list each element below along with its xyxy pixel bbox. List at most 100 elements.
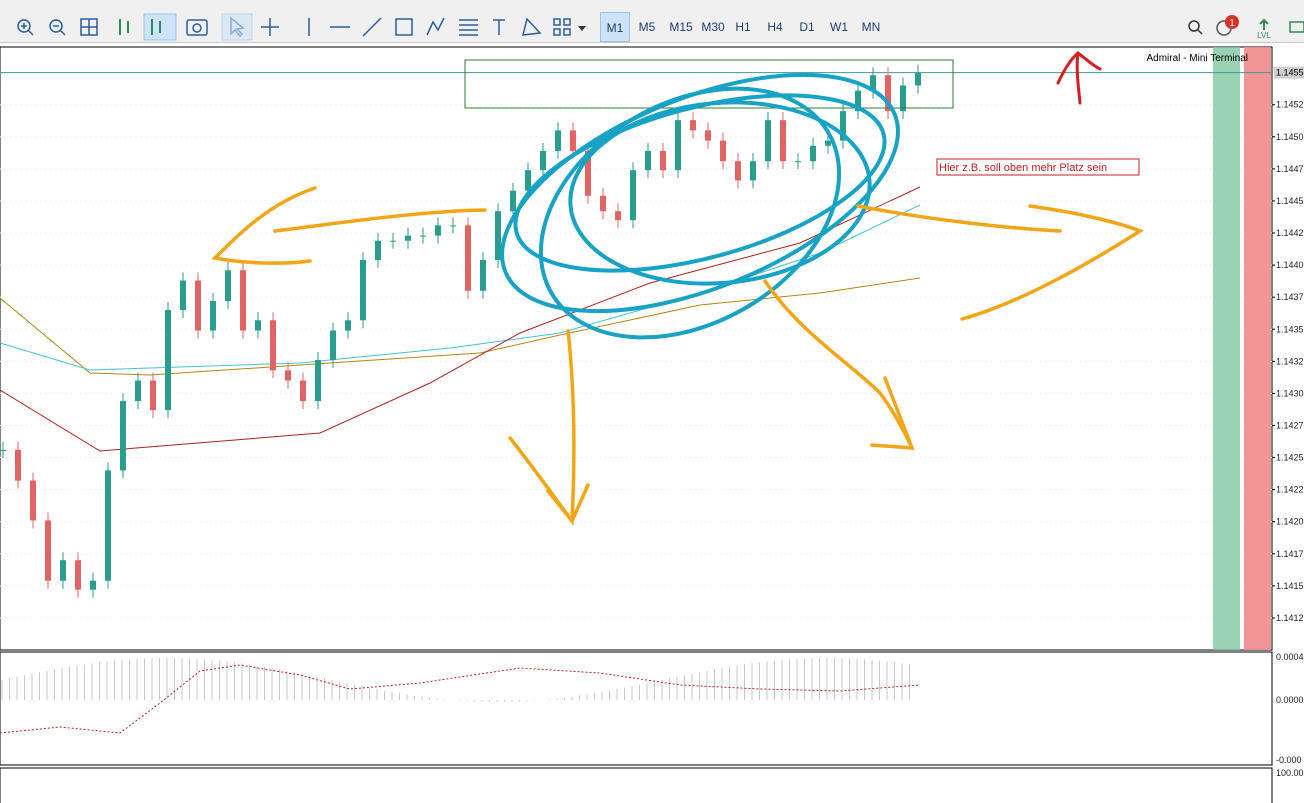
price-tick-label: 1.1452 (1276, 100, 1304, 110)
candle-body (30, 480, 36, 521)
candle-body (615, 211, 621, 221)
candle-body (240, 270, 246, 331)
signal-line (0, 664, 921, 734)
scribble-circle (538, 86, 842, 340)
scribble-arrow (763, 279, 915, 450)
scribble-arrow (508, 329, 590, 526)
scribble-arrow (211, 186, 317, 265)
candle-body (360, 259, 366, 321)
candle-body (15, 449, 21, 481)
candle-body (135, 380, 141, 402)
timeframe-button[interactable]: W1 (830, 20, 848, 34)
candle-body (0, 449, 6, 451)
price-tick-label: 1.1425 (1276, 453, 1304, 463)
price-tick-label: 1.1432 (1276, 356, 1304, 366)
timeframe-button[interactable]: M15 (669, 20, 693, 34)
price-tick-label: 1.1435 (1276, 324, 1304, 334)
toolbar: 1 LVL M1 M5 M15 M30 H1 H4 D1 W1 MN (0, 0, 1304, 43)
chart-frame (0, 46, 1273, 651)
candle-body (480, 259, 486, 291)
note-box (936, 158, 1140, 176)
candle-body (255, 320, 261, 331)
timeframe-button[interactable]: M5 (638, 20, 656, 34)
candle-body (315, 360, 321, 402)
timeframe-button[interactable]: MN (861, 20, 881, 34)
candle-body (735, 161, 741, 181)
candle-body (270, 320, 276, 371)
timeframe-button[interactable]: M1 (600, 12, 630, 42)
price-tick-label: 1.1420 (1276, 517, 1304, 527)
candle-body (75, 560, 81, 590)
candle-body (390, 240, 396, 242)
candle-body (810, 145, 816, 162)
candle-body (780, 120, 786, 162)
candle-body (180, 280, 186, 311)
candle-body (900, 85, 906, 112)
candle-body (195, 280, 201, 331)
price-tick-label: 1.1440 (1276, 260, 1304, 270)
candle-body (495, 211, 501, 260)
scribble-arrow (856, 204, 1144, 321)
candle-body (705, 130, 711, 141)
candle-body (210, 301, 216, 331)
candle-body (405, 235, 411, 241)
red-arrow (1056, 51, 1102, 105)
candle-body (435, 225, 441, 236)
candle-body (300, 380, 306, 402)
price-tick-label: 1.1412 (1276, 613, 1304, 623)
current-price-tag (1274, 66, 1304, 79)
candle-body (795, 161, 801, 163)
chart-area: 1.1452 1.1450 1.1447 1.1445 1.1442 1.1440 1.14… (0, 46, 1304, 803)
moving-average (0, 186, 921, 452)
timeframe-button[interactable]: H4 (767, 20, 783, 34)
candle-body (510, 190, 516, 212)
price-tick-label: 1.1447 (1276, 164, 1304, 174)
moving-average (0, 277, 921, 376)
timeframe-button[interactable]: M30 (701, 20, 725, 34)
level-label: LVL (1257, 31, 1271, 40)
candle-body (555, 130, 561, 151)
candle-body (45, 520, 51, 581)
indicator-axis-label: -0.000 (1276, 755, 1302, 765)
candle-body (675, 120, 681, 171)
price-tick-label: 1.1422 (1276, 485, 1304, 495)
candle-body (855, 90, 861, 112)
candle-body (285, 370, 291, 381)
candle-body (525, 170, 531, 191)
indicator-axis-label: 0.0000 (1276, 695, 1304, 705)
price-tick-label: 1.1437 (1276, 292, 1304, 302)
scribble-arrow (273, 208, 487, 233)
candle-body (450, 225, 456, 227)
candle-body (630, 170, 636, 221)
terminal-label: Admiral - Mini Terminal (1146, 53, 1248, 64)
candle-body (660, 150, 666, 171)
candle-body (90, 580, 96, 590)
note-text: Hier z.B. soll oben mehr Platz sein (939, 162, 1107, 174)
moving-average (0, 204, 921, 371)
candle-body (885, 75, 891, 112)
candle-body (120, 401, 126, 471)
candle-body (720, 140, 726, 162)
timeframe-button[interactable]: H1 (735, 20, 751, 34)
highlight-box (464, 59, 954, 109)
price-tick-label: 1.1450 (1276, 132, 1304, 142)
buy-column (1213, 47, 1240, 650)
candle-body (60, 560, 66, 581)
candle-body (750, 161, 756, 181)
candle-body (465, 225, 471, 291)
candle-body (585, 150, 591, 196)
candle-body (420, 235, 426, 237)
candle-body (330, 330, 336, 361)
candle-body (570, 130, 576, 151)
timeframe-button[interactable]: D1 (799, 20, 815, 34)
candle-body (825, 140, 831, 146)
price-tick-label: 1.1427 (1276, 420, 1304, 430)
price-tick-label: 1.1430 (1276, 388, 1304, 398)
candle-body (150, 380, 156, 411)
notification-badge[interactable] (1225, 15, 1239, 29)
toolbar-icons (17, 13, 586, 41)
indicator-axis-label: 0.0004 (1276, 652, 1304, 662)
candle-body (870, 75, 876, 91)
candle-body (645, 150, 651, 171)
